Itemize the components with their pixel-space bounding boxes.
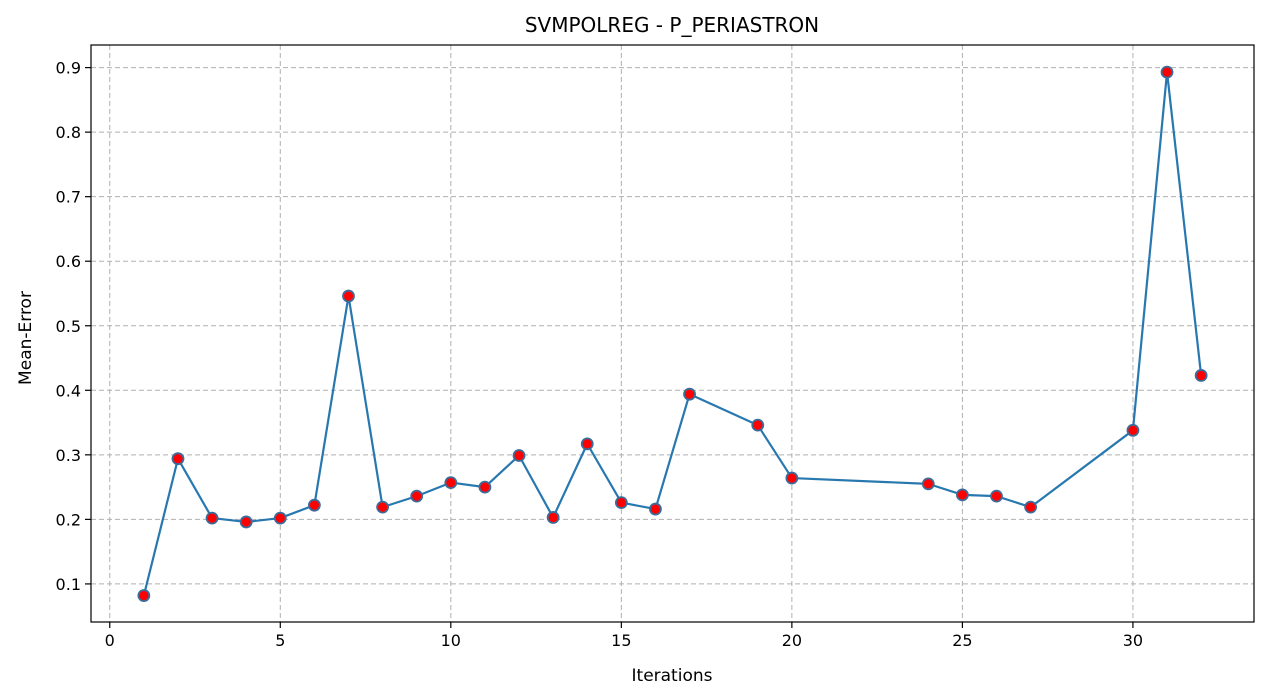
data-point [171,452,185,466]
y-tick-label: 0.2 [56,510,81,529]
x-tick-label: 20 [782,631,802,650]
chart-title: SVMPOLREG - P_PERIASTRON [525,13,819,37]
y-axis-label: Mean-Error [16,291,36,385]
plot-frame [90,44,1255,623]
data-point [921,477,935,491]
data-point [444,476,458,489]
y-tick-label: 0.7 [56,188,81,207]
y-tick-label: 0.8 [56,123,81,142]
data-point [137,589,151,602]
data-point [376,500,390,514]
data-point [1126,423,1140,437]
data-point [1160,65,1174,79]
x-tick-label: 10 [441,631,461,650]
x-tick-label: 25 [952,631,972,650]
y-tick-label: 0.3 [56,446,81,465]
data-point [649,502,662,516]
y-tick-label: 0.9 [56,59,81,78]
data-point [512,449,526,462]
y-tick-label: 0.4 [56,381,81,400]
x-tick-label: 5 [275,631,285,650]
data-point [1194,369,1208,382]
data-point [955,488,969,502]
y-tick-label: 0.6 [56,252,81,271]
data-point [990,489,1003,503]
grid [91,45,1254,622]
series-layer [137,65,1208,602]
data-point [239,515,253,529]
data-point [307,498,321,512]
axis-ticks: 0 5 10 15 20 25 30 0.1 0.2 0.3 0.4 0.5 0.6 0.7 0.8 0.9 [56,59,1144,650]
data-point [1024,500,1038,514]
x-tick-label: 30 [1123,631,1143,650]
data-point [205,511,219,525]
data-point [751,418,765,432]
x-tick-label: 15 [611,631,631,650]
x-axis-label: Iterations [632,666,713,686]
data-point [683,387,696,401]
data-point [785,471,799,485]
data-point [478,480,492,494]
y-tick-label: 0.5 [56,317,81,336]
data-point [580,437,594,451]
data-point [273,511,287,525]
data-point [546,511,560,524]
data-point [614,496,628,509]
data-point [342,289,355,303]
y-tick-label: 0.1 [56,575,81,594]
data-point [410,489,424,503]
x-tick-label: 0 [105,631,115,650]
